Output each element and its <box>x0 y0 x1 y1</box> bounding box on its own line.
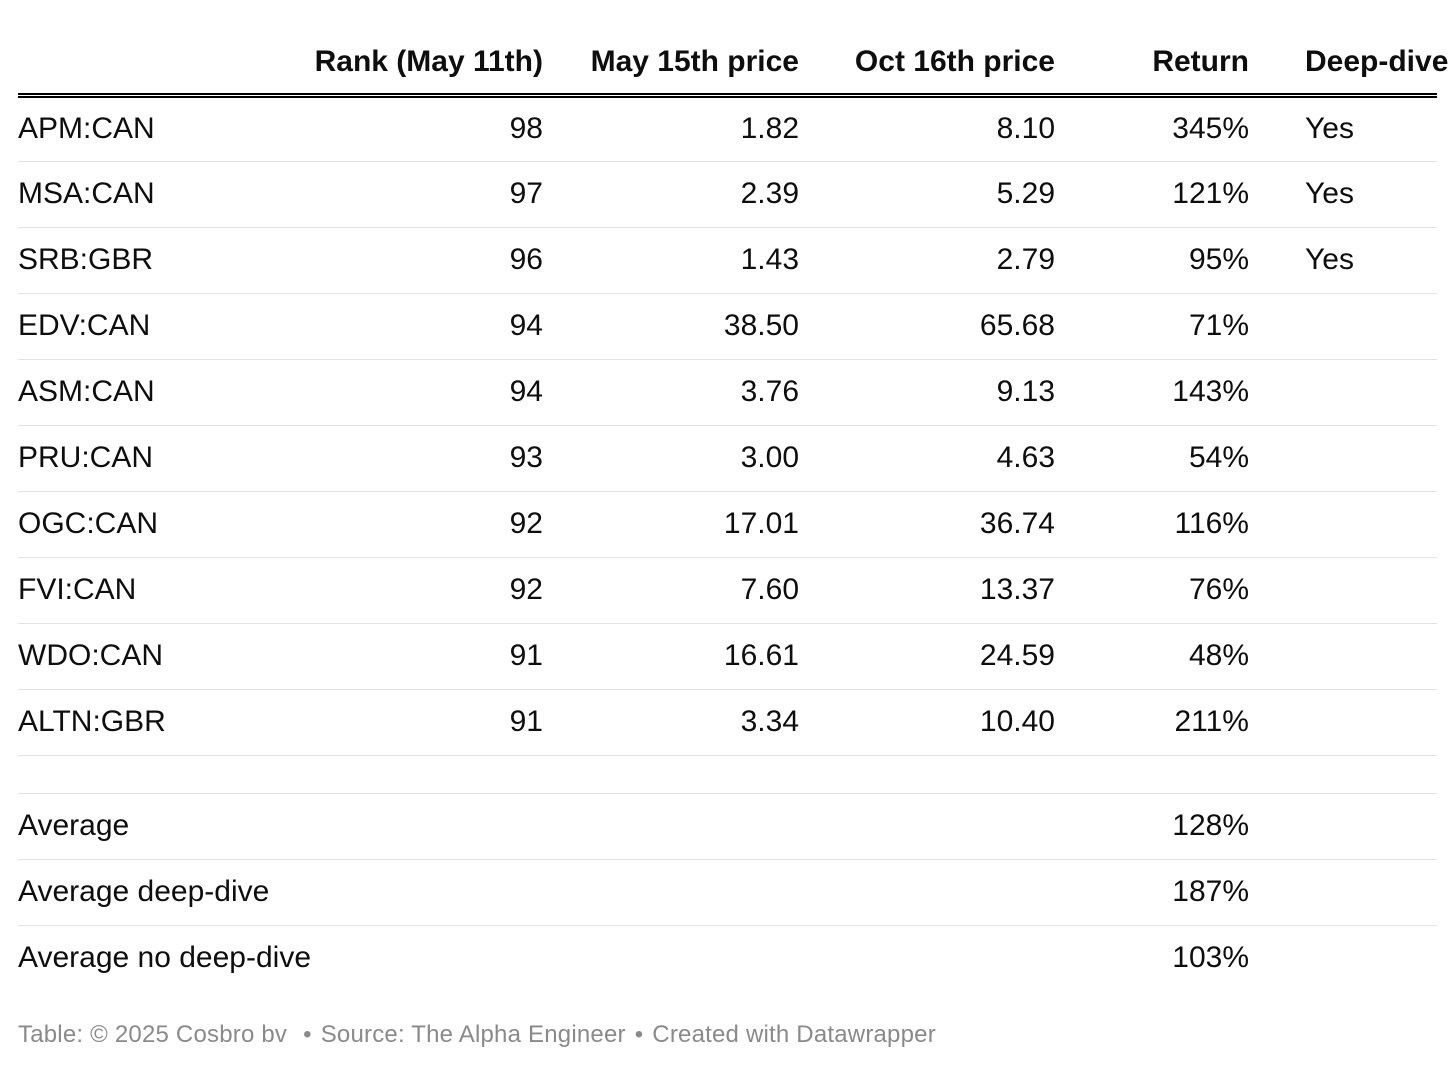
return-cell: 76% <box>1055 557 1249 624</box>
ticker-cell: SRB:GBR <box>18 227 283 294</box>
return-cell: 116% <box>1055 491 1249 558</box>
column-header-ticker <box>18 0 283 98</box>
ticker-cell: EDV:CAN <box>18 293 283 360</box>
return-cell: 143% <box>1055 359 1249 426</box>
summary-row-average: Average 128% <box>18 793 1437 860</box>
column-header-return: Return <box>1055 0 1249 98</box>
spacer-cell <box>18 755 1437 794</box>
table-row: WDO:CAN 91 16.61 24.59 48% <box>18 623 1437 690</box>
may15-price-cell: 1.82 <box>543 95 799 162</box>
rank-cell: 97 <box>283 161 543 228</box>
deep-dive-cell <box>1249 491 1437 558</box>
summary-label-cell: Average <box>18 793 1055 860</box>
rank-cell: 91 <box>283 623 543 690</box>
deep-dive-cell <box>1249 557 1437 624</box>
may15-price-cell: 3.76 <box>543 359 799 426</box>
may15-price-cell: 1.43 <box>543 227 799 294</box>
table-row: ASM:CAN 94 3.76 9.13 143% <box>18 359 1437 426</box>
deep-dive-cell: Yes <box>1249 95 1437 162</box>
bullet-separator: • <box>634 1021 644 1048</box>
table-row: PRU:CAN 93 3.00 4.63 54% <box>18 425 1437 492</box>
rank-cell: 92 <box>283 491 543 558</box>
deep-dive-cell <box>1249 293 1437 360</box>
summary-row-average-deep-dive: Average deep-dive 187% <box>18 859 1437 926</box>
rank-cell: 91 <box>283 689 543 756</box>
header-row: Rank (May 11th) May 15th price Oct 16th … <box>18 0 1448 98</box>
may15-price-cell: 2.39 <box>543 161 799 228</box>
table-row: FVI:CAN 92 7.60 13.37 76% <box>18 557 1437 624</box>
oct16-price-cell: 65.68 <box>799 293 1055 360</box>
return-cell: 71% <box>1055 293 1249 360</box>
rank-cell: 94 <box>283 359 543 426</box>
ticker-cell: FVI:CAN <box>18 557 283 624</box>
deep-dive-cell <box>1249 425 1437 492</box>
ticker-cell: WDO:CAN <box>18 623 283 690</box>
table-row: MSA:CAN 97 2.39 5.29 121% Yes <box>18 161 1437 228</box>
summary-label-cell: Average no deep-dive <box>18 941 311 975</box>
column-header-rank: Rank (May 11th) <box>283 0 543 98</box>
deep-dive-cell <box>1249 623 1437 690</box>
table-row: EDV:CAN 94 38.50 65.68 71% <box>18 293 1437 360</box>
table-row: OGC:CAN 92 17.01 36.74 116% <box>18 491 1437 558</box>
summary-return-cell: 187% <box>1055 859 1249 926</box>
return-cell: 95% <box>1055 227 1249 294</box>
oct16-price-cell: 24.59 <box>799 623 1055 690</box>
source-text: Source: The Alpha Engineer <box>320 1021 626 1048</box>
table-row: SRB:GBR 96 1.43 2.79 95% Yes <box>18 227 1437 294</box>
ticker-cell: ASM:CAN <box>18 359 283 426</box>
stock-returns-table: Rank (May 11th) May 15th price Oct 16th … <box>18 0 1448 991</box>
summary-label-cell: Average deep-dive <box>18 859 1055 926</box>
oct16-price-cell: 2.79 <box>799 227 1055 294</box>
empty-cell <box>1249 859 1437 926</box>
deep-dive-cell <box>1249 689 1437 756</box>
table-row: APM:CAN 98 1.82 8.10 345% Yes <box>18 95 1437 162</box>
oct16-price-cell: 36.74 <box>799 491 1055 558</box>
may15-price-cell: 17.01 <box>543 491 799 558</box>
oct16-price-cell: 9.13 <box>799 359 1055 426</box>
deep-dive-cell: Yes <box>1249 161 1437 228</box>
rank-cell: 94 <box>283 293 543 360</box>
rank-cell: 93 <box>283 425 543 492</box>
spacer-row <box>18 755 1437 794</box>
ticker-cell: PRU:CAN <box>18 425 283 492</box>
may15-price-cell: 16.61 <box>543 623 799 690</box>
oct16-price-cell: 13.37 <box>799 557 1055 624</box>
may15-price-cell: 38.50 <box>543 293 799 360</box>
summary-row-average-no-deep-dive: Average no deep-dive 103% <box>18 925 1437 991</box>
table-footer: Table: © 2025 Cosbro bv • Source: The Alph… <box>18 1021 1456 1049</box>
rank-cell: 92 <box>283 557 543 624</box>
return-cell: 54% <box>1055 425 1249 492</box>
oct16-price-cell: 4.63 <box>799 425 1055 492</box>
return-cell: 121% <box>1055 161 1249 228</box>
ticker-cell: OGC:CAN <box>18 491 283 558</box>
oct16-price-cell: 10.40 <box>799 689 1055 756</box>
may15-price-cell: 3.00 <box>543 425 799 492</box>
ticker-cell: MSA:CAN <box>18 161 283 228</box>
column-header-may15-price: May 15th price <box>543 0 799 98</box>
column-header-oct16-price: Oct 16th price <box>799 0 1055 98</box>
table-row: ALTN:GBR 91 3.34 10.40 211% <box>18 689 1437 756</box>
ticker-cell: ALTN:GBR <box>18 689 283 756</box>
deep-dive-cell <box>1249 359 1437 426</box>
return-cell: 48% <box>1055 623 1249 690</box>
return-cell: 345% <box>1055 95 1249 162</box>
empty-cell <box>1249 925 1437 991</box>
empty-cell <box>1249 793 1437 860</box>
may15-price-cell: 3.34 <box>543 689 799 756</box>
attribution-text: Table: © 2025 Cosbro bv <box>18 1021 288 1048</box>
column-header-deep-dive: Deep-dive <box>1249 0 1448 98</box>
ticker-cell: APM:CAN <box>18 95 283 162</box>
oct16-price-cell: 5.29 <box>799 161 1055 228</box>
rank-cell: 98 <box>283 95 543 162</box>
may15-price-cell: 7.60 <box>543 557 799 624</box>
datawrapper-credit-link[interactable]: Created with Datawrapper <box>652 1021 936 1048</box>
rank-cell: 96 <box>283 227 543 294</box>
deep-dive-cell: Yes <box>1249 227 1437 294</box>
return-cell: 211% <box>1055 689 1249 756</box>
oct16-price-cell: 8.10 <box>799 95 1055 162</box>
summary-return-cell: 103% <box>1172 941 1249 975</box>
summary-return-cell: 128% <box>1055 793 1249 860</box>
bullet-separator: • <box>303 1021 312 1048</box>
